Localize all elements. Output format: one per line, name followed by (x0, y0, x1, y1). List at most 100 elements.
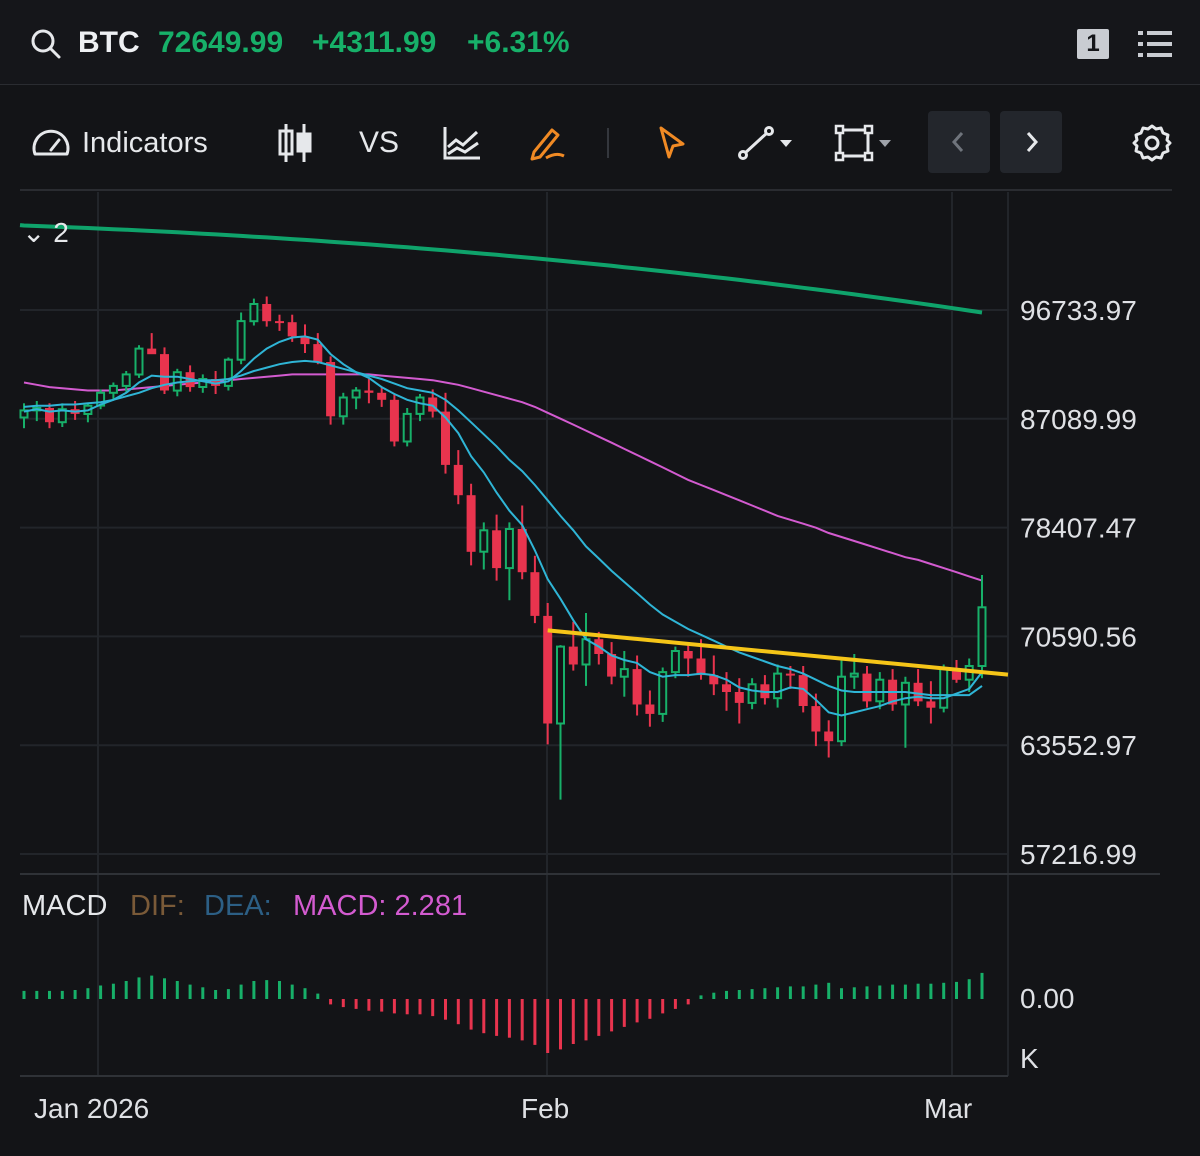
candle-body (709, 675, 719, 685)
caret-down-icon (780, 140, 792, 147)
candle (607, 642, 617, 685)
candle-body (479, 529, 489, 553)
candle-body (198, 378, 208, 388)
macd-legend-name: MACD (22, 890, 108, 922)
candle (900, 676, 910, 748)
ma-fast-line (23, 335, 983, 717)
candle-body (160, 354, 169, 391)
candle (734, 678, 744, 724)
price-change-percent: +6.31% (467, 26, 570, 59)
candle-body (952, 669, 961, 680)
grid (20, 192, 1009, 1076)
candle-body (670, 650, 680, 674)
candle-body (326, 362, 336, 417)
candle (338, 392, 348, 425)
indicators-label: Indicators (82, 126, 208, 159)
candle (326, 356, 336, 425)
candle (402, 408, 412, 447)
macd-axis: 0.00 K (1020, 983, 1075, 1074)
price-tick-label: 78407.47 (1020, 513, 1137, 544)
list-icon[interactable] (1138, 28, 1174, 60)
candle (824, 720, 834, 758)
candle-body (581, 638, 591, 666)
candle-body (338, 396, 348, 418)
candle (837, 658, 846, 747)
collapse-count: 2 (53, 217, 69, 248)
candlestick-icon (278, 124, 312, 162)
candle-body (57, 408, 67, 424)
scroll-forward-button[interactable] (1000, 111, 1062, 173)
candle (747, 678, 757, 710)
candle-body (45, 408, 54, 423)
chart-type-button[interactable] (272, 118, 318, 168)
candle (198, 374, 208, 393)
candle (862, 666, 872, 708)
candle (19, 403, 29, 429)
candle-body (108, 384, 118, 394)
candle (504, 522, 514, 601)
last-price: 72649.99 (158, 26, 284, 59)
cursor-tool-button[interactable] (652, 118, 692, 168)
candle (492, 514, 502, 581)
settings-button[interactable] (1130, 118, 1174, 168)
ma-long-line (19, 223, 983, 315)
candle (875, 672, 885, 710)
candle-body (223, 358, 233, 387)
compare-button[interactable]: VS (354, 118, 404, 168)
candle (645, 690, 655, 727)
candle (466, 483, 476, 566)
collapse-toggle[interactable]: ⌄ 2 (22, 216, 69, 249)
candle-body (798, 675, 808, 706)
candle (249, 298, 259, 326)
candle-body (696, 658, 706, 676)
candle (479, 522, 489, 570)
candle (670, 646, 680, 679)
candle-body (504, 528, 514, 570)
candle (377, 387, 387, 407)
ma-slow-path (23, 373, 983, 582)
chart-toolbar: Indicators VS (0, 100, 1200, 186)
candle (568, 621, 578, 671)
candle (441, 392, 450, 474)
drawing-button[interactable] (524, 118, 568, 168)
trendline-drawing[interactable] (547, 628, 1009, 677)
ma-fast-path (23, 335, 983, 717)
candle-body (939, 668, 949, 709)
candle-body (619, 668, 629, 678)
ma-mid-line (23, 359, 983, 697)
candle (760, 675, 770, 705)
macd-tick-label: K (1020, 1043, 1039, 1074)
price-tick-label: 96733.97 (1020, 295, 1137, 326)
indicators-button[interactable]: Indicators (30, 118, 208, 168)
scroll-back-button[interactable] (928, 111, 990, 173)
price-tick-label: 70590.56 (1020, 621, 1137, 652)
candle-body (19, 409, 29, 419)
candle-body (441, 411, 450, 465)
candle (351, 387, 361, 410)
line-tool-button[interactable] (728, 118, 804, 168)
trendline[interactable] (547, 628, 1009, 677)
candle (415, 394, 425, 422)
candle-body (415, 396, 425, 415)
candle-body (543, 615, 553, 724)
candle (453, 450, 463, 505)
candle-body (466, 495, 476, 552)
candle (581, 613, 591, 686)
toolbar-divider (604, 118, 612, 168)
candle-body (236, 320, 246, 361)
candle (722, 672, 731, 711)
candle-body (568, 646, 578, 665)
templates-button[interactable] (440, 118, 484, 168)
candle (773, 664, 783, 708)
price-tick-label: 57216.99 (1020, 839, 1137, 870)
candle (543, 603, 553, 745)
candle-body (785, 673, 795, 676)
layout-one-icon[interactable]: 1 (1077, 29, 1109, 59)
candle-body (453, 464, 463, 496)
search-icon[interactable] (28, 26, 64, 62)
symbol-label[interactable]: BTC (78, 26, 140, 59)
candle (428, 389, 438, 418)
candle-body (249, 303, 259, 323)
shape-tool-button[interactable] (826, 118, 902, 168)
